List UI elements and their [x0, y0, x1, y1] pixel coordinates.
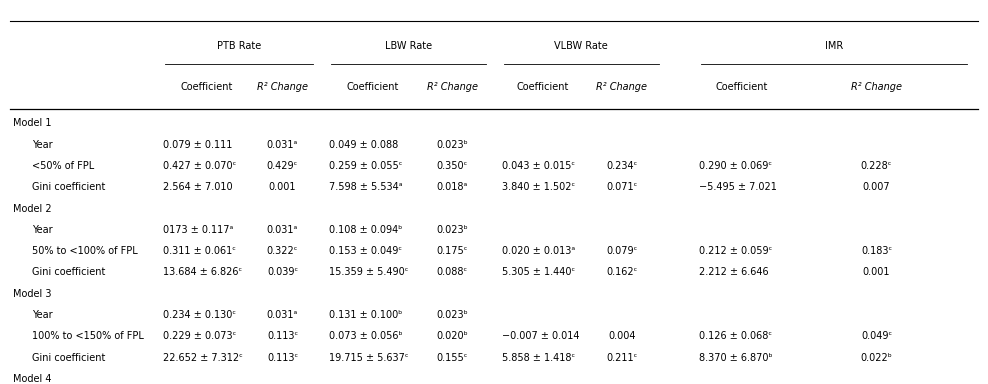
Text: 0.079 ± 0.111: 0.079 ± 0.111 [163, 140, 232, 150]
Text: 2.564 ± 7.010: 2.564 ± 7.010 [163, 182, 232, 192]
Text: 3.840 ± 1.502ᶜ: 3.840 ± 1.502ᶜ [502, 182, 575, 192]
Text: 0173 ± 0.117ᵃ: 0173 ± 0.117ᵃ [163, 225, 233, 235]
Text: 0.031ᵃ: 0.031ᵃ [267, 310, 298, 320]
Text: 0.023ᵇ: 0.023ᵇ [437, 225, 468, 235]
Text: 0.049ᶜ: 0.049ᶜ [861, 331, 892, 341]
Text: 0.088ᶜ: 0.088ᶜ [437, 268, 468, 278]
Text: 0.108 ± 0.094ᵇ: 0.108 ± 0.094ᵇ [329, 225, 403, 235]
Text: 22.652 ± 7.312ᶜ: 22.652 ± 7.312ᶜ [163, 353, 243, 362]
Text: 0.001: 0.001 [269, 182, 296, 192]
Text: R² Change: R² Change [257, 82, 308, 92]
Text: 15.359 ± 5.490ᶜ: 15.359 ± 5.490ᶜ [329, 268, 409, 278]
Text: <50% of FPL: <50% of FPL [33, 161, 95, 171]
Text: 0.001: 0.001 [863, 268, 890, 278]
Text: Gini coefficient: Gini coefficient [33, 353, 106, 362]
Text: 0.259 ± 0.055ᶜ: 0.259 ± 0.055ᶜ [329, 161, 403, 171]
Text: 0.023ᵇ: 0.023ᵇ [437, 310, 468, 320]
Text: 0.018ᵃ: 0.018ᵃ [437, 182, 468, 192]
Text: IMR: IMR [825, 41, 843, 51]
Text: 19.715 ± 5.637ᶜ: 19.715 ± 5.637ᶜ [329, 353, 409, 362]
Text: 0.162ᶜ: 0.162ᶜ [607, 268, 637, 278]
Text: 0.211ᶜ: 0.211ᶜ [607, 353, 637, 362]
Text: 0.004: 0.004 [608, 331, 635, 341]
Text: 0.022ᵇ: 0.022ᵇ [861, 353, 892, 362]
Text: 5.858 ± 1.418ᶜ: 5.858 ± 1.418ᶜ [502, 353, 575, 362]
Text: 0.020ᵇ: 0.020ᵇ [437, 331, 468, 341]
Text: 0.023ᵇ: 0.023ᵇ [437, 140, 468, 150]
Text: 0.212 ± 0.059ᶜ: 0.212 ± 0.059ᶜ [700, 246, 773, 256]
Text: 0.175ᶜ: 0.175ᶜ [437, 246, 468, 256]
Text: R² Change: R² Change [427, 82, 478, 92]
Text: 0.311 ± 0.061ᶜ: 0.311 ± 0.061ᶜ [163, 246, 236, 256]
Text: Gini coefficient: Gini coefficient [33, 182, 106, 192]
Text: 0.183ᶜ: 0.183ᶜ [861, 246, 892, 256]
Text: Model 1: Model 1 [13, 118, 51, 128]
Text: 50% to <100% of FPL: 50% to <100% of FPL [33, 246, 138, 256]
Text: R² Change: R² Change [851, 82, 902, 92]
Text: 0.290 ± 0.069ᶜ: 0.290 ± 0.069ᶜ [700, 161, 773, 171]
Text: 0.153 ± 0.049ᶜ: 0.153 ± 0.049ᶜ [329, 246, 402, 256]
Text: 0.155ᶜ: 0.155ᶜ [437, 353, 468, 362]
Text: 0.131 ± 0.100ᵇ: 0.131 ± 0.100ᵇ [329, 310, 403, 320]
Text: 0.429ᶜ: 0.429ᶜ [267, 161, 298, 171]
Text: 0.113ᶜ: 0.113ᶜ [267, 331, 298, 341]
Text: 0.234ᶜ: 0.234ᶜ [607, 161, 637, 171]
Text: 7.598 ± 5.534ᵃ: 7.598 ± 5.534ᵃ [329, 182, 403, 192]
Text: R² Change: R² Change [597, 82, 647, 92]
Text: Model 3: Model 3 [13, 289, 51, 299]
Text: 0.031ᵃ: 0.031ᵃ [267, 225, 298, 235]
Text: 8.370 ± 6.870ᵇ: 8.370 ± 6.870ᵇ [700, 353, 773, 362]
Text: 0.079ᶜ: 0.079ᶜ [607, 246, 637, 256]
Text: 0.350ᶜ: 0.350ᶜ [437, 161, 468, 171]
Text: 0.043 ± 0.015ᶜ: 0.043 ± 0.015ᶜ [502, 161, 575, 171]
Text: 0.322ᶜ: 0.322ᶜ [267, 246, 298, 256]
Text: Coefficient: Coefficient [180, 82, 232, 92]
Text: Year: Year [33, 140, 52, 150]
Text: Coefficient: Coefficient [347, 82, 399, 92]
Text: 0.039ᶜ: 0.039ᶜ [267, 268, 298, 278]
Text: Model 2: Model 2 [13, 204, 51, 214]
Text: 0.031ᵃ: 0.031ᵃ [267, 140, 298, 150]
Text: LBW Rate: LBW Rate [385, 41, 433, 51]
Text: 0.071ᶜ: 0.071ᶜ [607, 182, 637, 192]
Text: PTB Rate: PTB Rate [216, 41, 261, 51]
Text: Year: Year [33, 225, 52, 235]
Text: −0.007 ± 0.014: −0.007 ± 0.014 [502, 331, 579, 341]
Text: VLBW Rate: VLBW Rate [554, 41, 608, 51]
Text: 2.212 ± 6.646: 2.212 ± 6.646 [700, 268, 769, 278]
Text: Gini coefficient: Gini coefficient [33, 268, 106, 278]
Text: 0.229 ± 0.073ᶜ: 0.229 ± 0.073ᶜ [163, 331, 236, 341]
Text: 13.684 ± 6.826ᶜ: 13.684 ± 6.826ᶜ [163, 268, 242, 278]
Text: 100% to <150% of FPL: 100% to <150% of FPL [33, 331, 144, 341]
Text: 0.020 ± 0.013ᵃ: 0.020 ± 0.013ᵃ [502, 246, 575, 256]
Text: 5.305 ± 1.440ᶜ: 5.305 ± 1.440ᶜ [502, 268, 575, 278]
Text: 0.228ᶜ: 0.228ᶜ [861, 161, 892, 171]
Text: 0.113ᶜ: 0.113ᶜ [267, 353, 298, 362]
Text: Year: Year [33, 310, 52, 320]
Text: 0.073 ± 0.056ᵇ: 0.073 ± 0.056ᵇ [329, 331, 403, 341]
Text: 0.427 ± 0.070ᶜ: 0.427 ± 0.070ᶜ [163, 161, 236, 171]
Text: −5.495 ± 7.021: −5.495 ± 7.021 [700, 182, 778, 192]
Text: Model 4: Model 4 [13, 374, 51, 384]
Text: Coefficient: Coefficient [516, 82, 569, 92]
Text: 0.049 ± 0.088: 0.049 ± 0.088 [329, 140, 398, 150]
Text: 0.007: 0.007 [863, 182, 890, 192]
Text: 0.126 ± 0.068ᶜ: 0.126 ± 0.068ᶜ [700, 331, 773, 341]
Text: Coefficient: Coefficient [715, 82, 768, 92]
Text: 0.234 ± 0.130ᶜ: 0.234 ± 0.130ᶜ [163, 310, 236, 320]
